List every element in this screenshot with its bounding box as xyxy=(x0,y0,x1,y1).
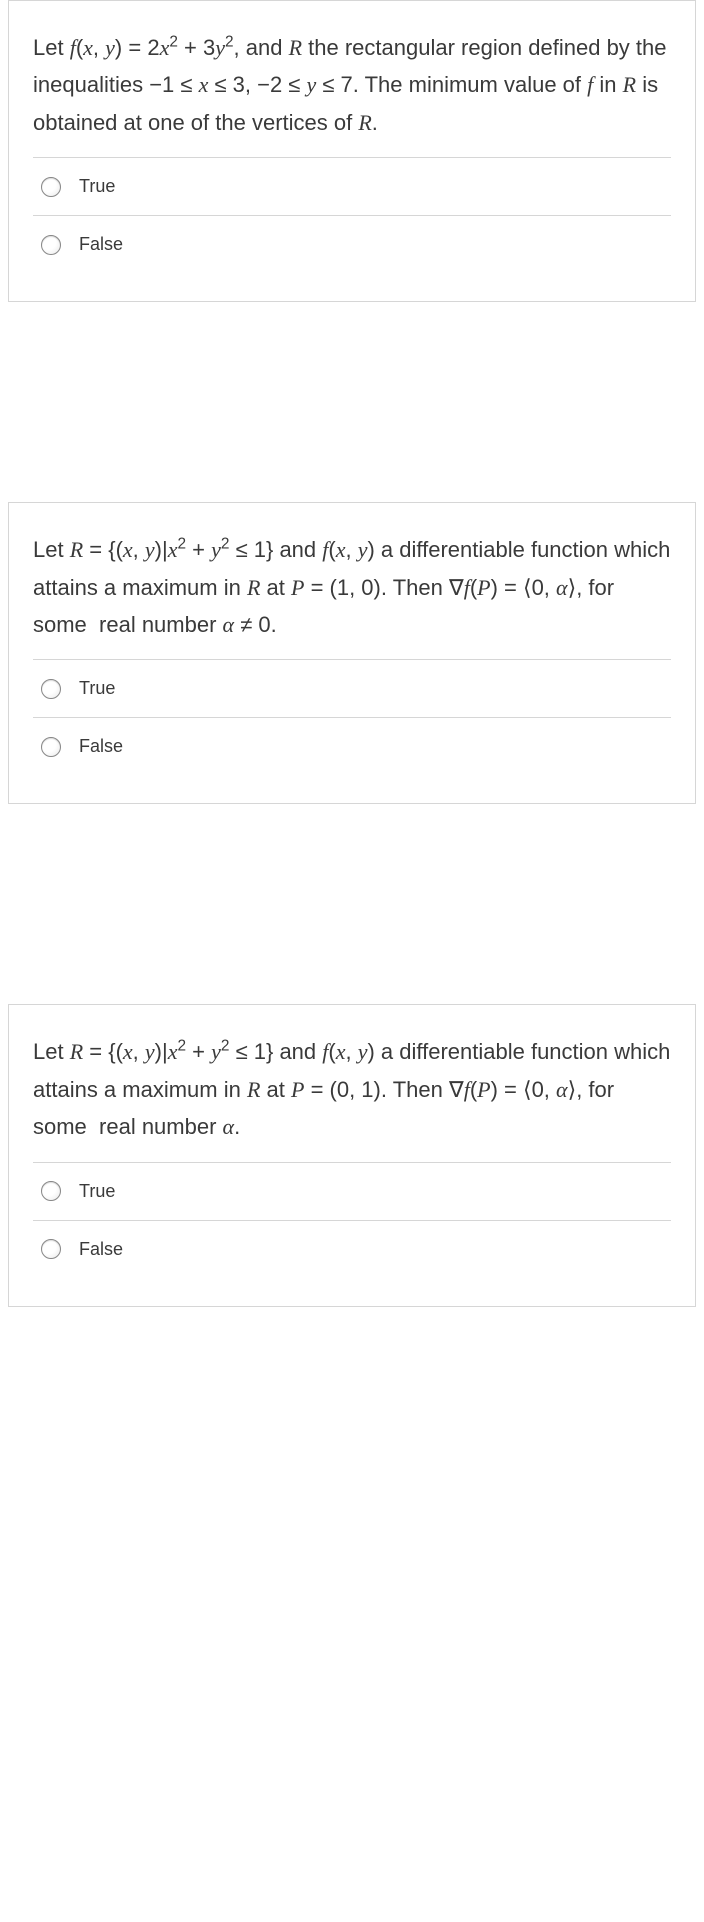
option-label: False xyxy=(79,234,123,255)
radio-icon xyxy=(41,737,61,757)
radio-icon xyxy=(41,1181,61,1201)
option-false[interactable]: False xyxy=(33,216,671,273)
option-list: True False xyxy=(33,157,671,273)
option-true[interactable]: True xyxy=(33,158,671,216)
question-card-2: Let R = {(x, y)|x2 + y2 ≤ 1} and f(x, y)… xyxy=(8,502,696,804)
option-true[interactable]: True xyxy=(33,660,671,718)
radio-icon xyxy=(41,177,61,197)
option-list: True False xyxy=(33,1162,671,1278)
option-label: True xyxy=(79,678,115,699)
option-list: True False xyxy=(33,659,671,775)
question-text: Let R = {(x, y)|x2 + y2 ≤ 1} and f(x, y)… xyxy=(33,531,671,643)
option-label: False xyxy=(79,736,123,757)
option-false[interactable]: False xyxy=(33,718,671,775)
question-text: Let f(x, y) = 2x2 + 3y2, and R the recta… xyxy=(33,29,671,141)
option-false[interactable]: False xyxy=(33,1221,671,1278)
option-label: False xyxy=(79,1239,123,1260)
question-card-1: Let f(x, y) = 2x2 + 3y2, and R the recta… xyxy=(8,0,696,302)
radio-icon xyxy=(41,235,61,255)
question-card-3: Let R = {(x, y)|x2 + y2 ≤ 1} and f(x, y)… xyxy=(8,1004,696,1306)
radio-icon xyxy=(41,1239,61,1259)
option-true[interactable]: True xyxy=(33,1163,671,1221)
option-label: True xyxy=(79,1181,115,1202)
option-label: True xyxy=(79,176,115,197)
question-text: Let R = {(x, y)|x2 + y2 ≤ 1} and f(x, y)… xyxy=(33,1033,671,1145)
radio-icon xyxy=(41,679,61,699)
